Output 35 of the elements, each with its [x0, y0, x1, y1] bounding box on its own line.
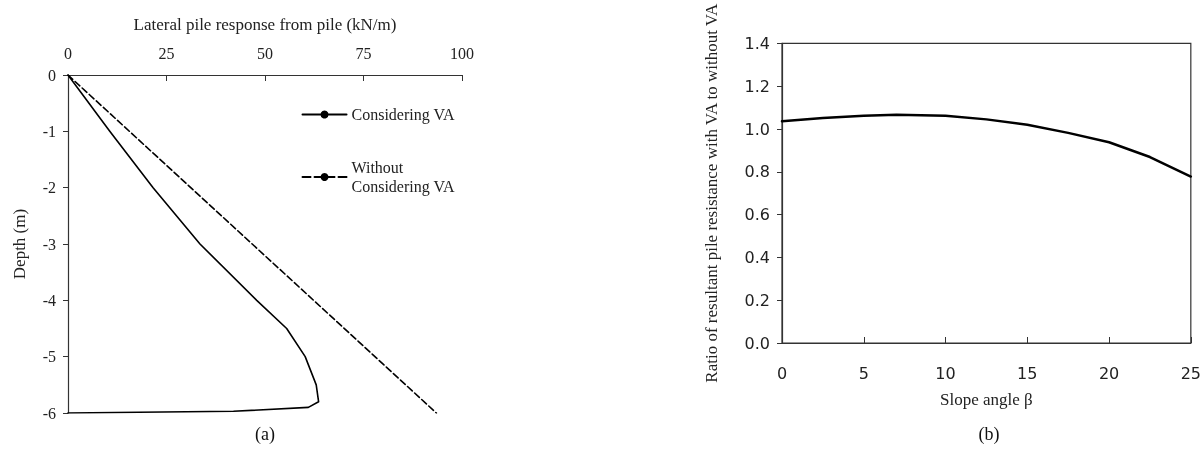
y-tick-label: -4: [42, 291, 56, 309]
y-tick-label: -6: [42, 404, 56, 422]
text: (b): [978, 424, 1000, 445]
x-tick-label: 20: [1098, 363, 1120, 383]
y-tick-label: 0.4: [744, 247, 770, 267]
text: (a): [255, 424, 275, 445]
x-tick-label: 25: [1180, 363, 1201, 383]
x-axis-title: Slope angle β: [940, 390, 1033, 409]
y-tick-label: 0.8: [744, 162, 770, 182]
y-axis-title: Ratio of resultant pile resistance with VA to without VA: [701, 3, 721, 383]
x-tick-label: 15: [1017, 363, 1038, 383]
legend-label: Without Considering VA: [351, 159, 455, 196]
x-tick-label: 0: [776, 363, 788, 383]
y-tick-label: 0.2: [744, 290, 770, 310]
y-tick-label: -3: [42, 235, 56, 253]
x-tick-label: 10: [935, 363, 956, 383]
y-tick-label: 0: [48, 66, 56, 84]
line-series: [780, 113, 1193, 178]
y-tick-label: -1: [42, 122, 56, 140]
y-tick-label: 0.6: [744, 205, 770, 225]
y-axis-title: Depth (m): [9, 208, 29, 280]
y-tick-label: -2: [42, 179, 56, 197]
x-tick-label: 25: [158, 44, 175, 62]
y-tick-label: -5: [42, 348, 56, 366]
x-tick-label: 75: [355, 44, 372, 62]
legend-label: Considering VA: [351, 106, 455, 124]
x-tick-label: 5: [858, 363, 869, 383]
y-tick-label: 1.2: [744, 76, 770, 96]
x-tick-label: 0: [64, 44, 72, 62]
x-tick-label: 50: [257, 44, 273, 62]
y-tick-label: 0.0: [744, 333, 770, 353]
y-tick-label: 1.0: [744, 119, 770, 139]
y-tick-label: 1.4: [744, 33, 770, 53]
x-tick-label: 100: [450, 44, 474, 62]
x-axis-title: Lateral pile response from pile (kN/m): [133, 15, 397, 34]
